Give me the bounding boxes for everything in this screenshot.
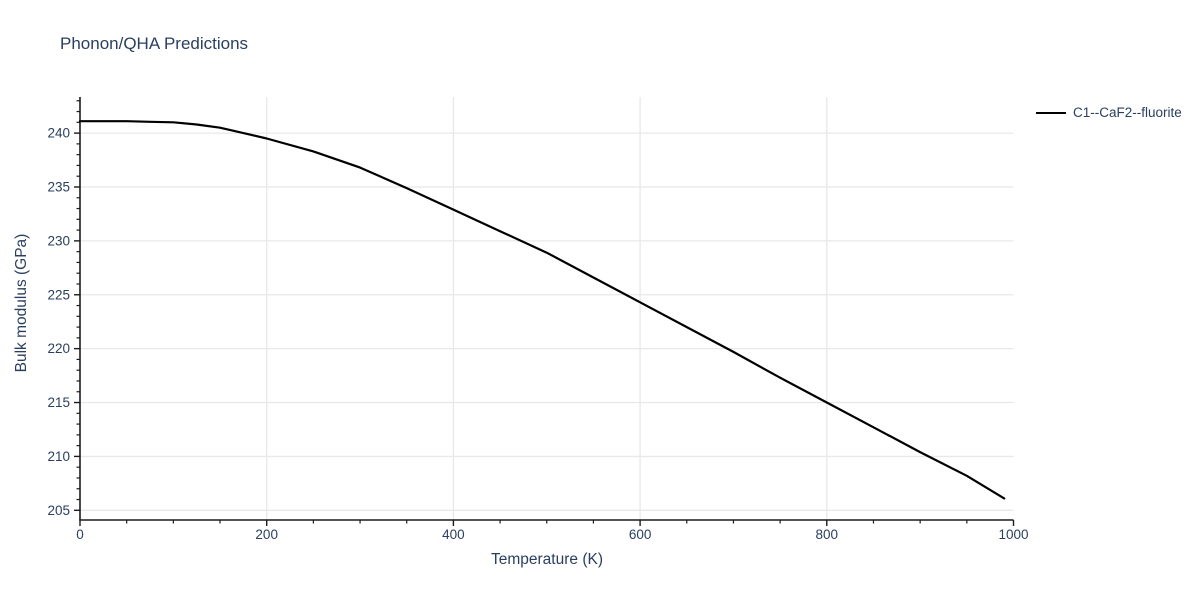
- y-tick-label: 205: [47, 503, 70, 518]
- y-tick-label: 220: [47, 341, 70, 356]
- x-tick-label: 800: [816, 527, 839, 542]
- series-line: [78, 120, 1006, 500]
- x-tick-label: 400: [442, 527, 465, 542]
- y-tick-label: 240: [47, 126, 70, 141]
- legend-series-label[interactable]: C1--CaF2--fluorite: [1073, 105, 1182, 120]
- y-tick-label: 230: [47, 233, 70, 248]
- legend: C1--CaF2--fluorite: [1036, 105, 1182, 120]
- x-tick-label: 600: [629, 527, 652, 542]
- y-tick-label: 215: [47, 395, 70, 410]
- x-tick-label: 1000: [998, 527, 1028, 542]
- x-tick-label: 0: [76, 527, 84, 542]
- y-tick-label: 235: [47, 179, 70, 194]
- y-tick-label: 210: [47, 449, 70, 464]
- x-tick-label: 200: [255, 527, 278, 542]
- chart-title: Phonon/QHA Predictions: [60, 34, 249, 53]
- x-axis-title: Temperature (K): [491, 551, 603, 568]
- y-tick-label: 225: [47, 287, 70, 302]
- legend-line-swatch[interactable]: [1036, 111, 1066, 114]
- y-axis-title: Bulk modulus (GPa): [13, 233, 30, 373]
